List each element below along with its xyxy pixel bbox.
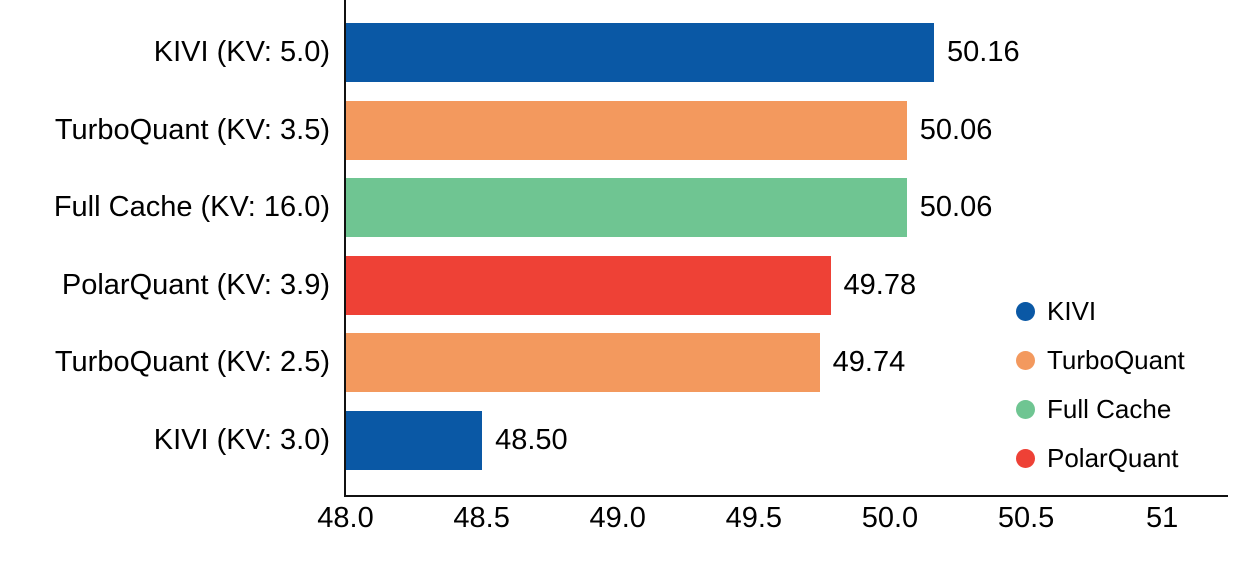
value-label: 50.06 <box>919 191 993 224</box>
category-label: KIVI (KV: 3.0) <box>153 423 330 456</box>
x-tick-label: 51 <box>1146 502 1179 534</box>
legend: KIVI TurboQuant Full Cache PolarQuant <box>1016 287 1185 483</box>
category-label: KIVI (KV: 5.0) <box>153 36 330 69</box>
legend-label: TurboQuant <box>1047 345 1185 375</box>
category-label: Full Cache (KV: 16.0) <box>53 191 330 224</box>
x-axis-line <box>343 494 1228 497</box>
y-axis-line <box>343 0 346 497</box>
bar-turboquant-4 <box>346 333 820 393</box>
legend-item-turboquant: TurboQuant <box>1016 336 1185 385</box>
legend-label: KIVI <box>1047 296 1097 326</box>
value-label: 49.74 <box>832 346 906 379</box>
bar-full-cache-2 <box>346 178 907 238</box>
x-tick-label: 49.0 <box>589 502 646 534</box>
value-label: 49.78 <box>843 268 917 301</box>
value-label: 48.50 <box>495 423 568 456</box>
legend-item-full-cache: Full Cache <box>1016 385 1185 434</box>
x-tick-label: 50.0 <box>861 502 919 534</box>
legend-label: Full Cache <box>1047 394 1172 424</box>
value-label: 50.06 <box>919 113 993 146</box>
x-tick-label: 50.5 <box>997 502 1055 534</box>
legend-color-dot-icon <box>1016 400 1035 419</box>
legend-item-polarquant: PolarQuant <box>1016 434 1185 483</box>
category-label: PolarQuant (KV: 3.9) <box>61 268 330 301</box>
legend-color-dot-icon <box>1016 351 1035 370</box>
x-tick-label: 48.0 <box>317 502 374 534</box>
category-label: TurboQuant (KV: 3.5) <box>54 113 330 146</box>
legend-label: PolarQuant <box>1047 443 1179 473</box>
bar-kivi-0 <box>346 23 934 83</box>
x-tick-label: 49.5 <box>725 502 783 534</box>
bar-turboquant-1 <box>346 100 907 160</box>
bar-kivi-5 <box>346 410 483 470</box>
legend-color-dot-icon <box>1016 449 1035 468</box>
x-tick-label: 48.5 <box>453 502 510 534</box>
legend-color-dot-icon <box>1016 302 1035 321</box>
bar-polarquant-3 <box>346 255 831 315</box>
category-label: TurboQuant (KV: 2.5) <box>54 346 330 379</box>
value-label: 50.16 <box>947 36 1020 69</box>
legend-item-kivi: KIVI <box>1016 287 1185 336</box>
